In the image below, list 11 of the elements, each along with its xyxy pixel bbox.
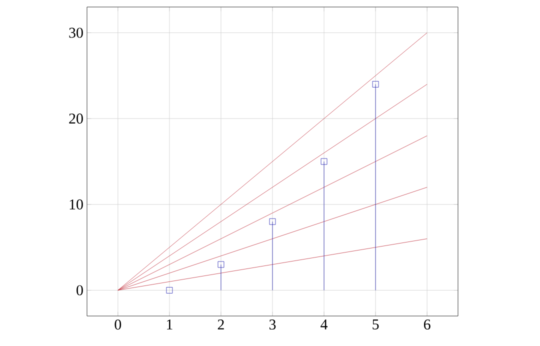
y-tick-label: 0 [76, 285, 83, 296]
x-tick-label: 5 [372, 320, 379, 330]
y-tick-label: 20 [69, 114, 83, 124]
x-tick-label: 4 [320, 320, 328, 330]
x-tick-label: 6 [424, 320, 430, 330]
x-tick-label: 1 [167, 320, 172, 330]
x-tick-label: 2 [218, 320, 224, 330]
y-tick-label: 30 [69, 28, 83, 38]
y-tick-label: 10 [70, 199, 83, 210]
x-tick-label: 0 [114, 320, 122, 330]
x-tick-label: 3 [269, 320, 276, 330]
